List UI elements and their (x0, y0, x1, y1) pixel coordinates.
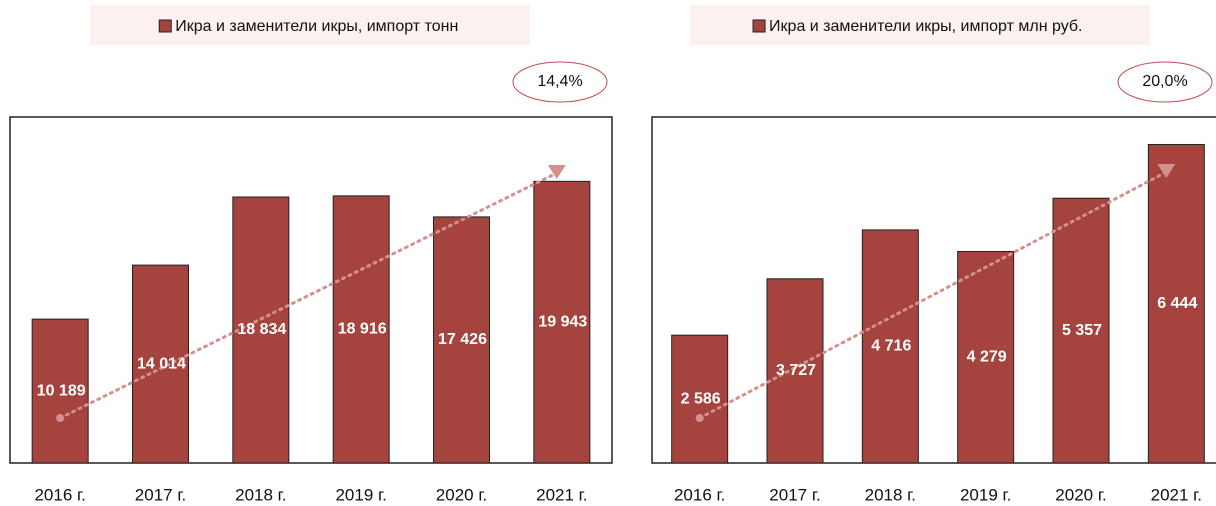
legend-swatch (752, 19, 766, 33)
bar (1147, 143, 1205, 464)
x-tick-label: 2019 г. (960, 485, 1011, 504)
trend-line (58, 171, 559, 420)
x-tick-label: 2020 г. (1055, 485, 1106, 504)
x-tick-label: 2017 г. (135, 485, 186, 504)
value-label: 5 357 (1062, 322, 1102, 339)
x-tick-label: 2016 г. (674, 485, 725, 504)
trend-start (695, 414, 704, 422)
value-label: 18 834 (237, 321, 286, 338)
trend-line (698, 170, 1168, 420)
x-tick-label: 2019 г. (335, 485, 386, 504)
legend-label: Икра и заменители икры, импорт млн руб. (769, 18, 1082, 35)
x-tick-label: 2016 г. (34, 485, 85, 504)
value-label: 6 444 (1157, 295, 1197, 312)
value-label: 2 586 (681, 390, 721, 407)
bar (1052, 197, 1110, 464)
value-label: 4 279 (967, 348, 1007, 365)
bar (433, 216, 490, 464)
bar (861, 229, 919, 464)
bar (132, 264, 189, 464)
value-label: 3 727 (776, 362, 816, 379)
trend-arrow (547, 165, 566, 179)
plot-frame (9, 116, 613, 464)
trend-arrow (1157, 164, 1176, 178)
annotation-ellipse (512, 61, 608, 103)
x-tick-label: 2020 г. (436, 485, 487, 504)
x-tick-label: 2021 г. (1151, 485, 1202, 504)
annotation: 14,4% (537, 73, 582, 90)
bar (766, 278, 824, 464)
bar (232, 196, 290, 464)
trend-start (56, 414, 65, 422)
x-tick-label: 2018 г. (235, 485, 286, 504)
value-label: 4 716 (871, 338, 911, 355)
annotation-ellipse (1117, 61, 1213, 103)
x-tick-label: 2018 г. (865, 485, 916, 504)
bar (671, 334, 729, 464)
bar (332, 195, 390, 464)
bar (31, 318, 89, 464)
x-tick-label: 2017 г. (769, 485, 820, 504)
bar (957, 250, 1015, 464)
x-tick-label: 2021 г. (536, 485, 587, 504)
legend-background (690, 5, 1150, 45)
value-label: 17 426 (438, 331, 487, 348)
legend-swatch (158, 19, 172, 33)
annotation: 20,0% (1142, 73, 1187, 90)
value-label: 19 943 (538, 313, 587, 330)
legend-label: Икра и заменители икры, импорт тонн (175, 18, 458, 35)
bar (533, 180, 591, 464)
plot-frame (651, 116, 1216, 464)
value-label: 14 014 (137, 355, 186, 372)
value-label: 10 189 (37, 382, 86, 399)
value-label: 18 916 (338, 321, 387, 338)
